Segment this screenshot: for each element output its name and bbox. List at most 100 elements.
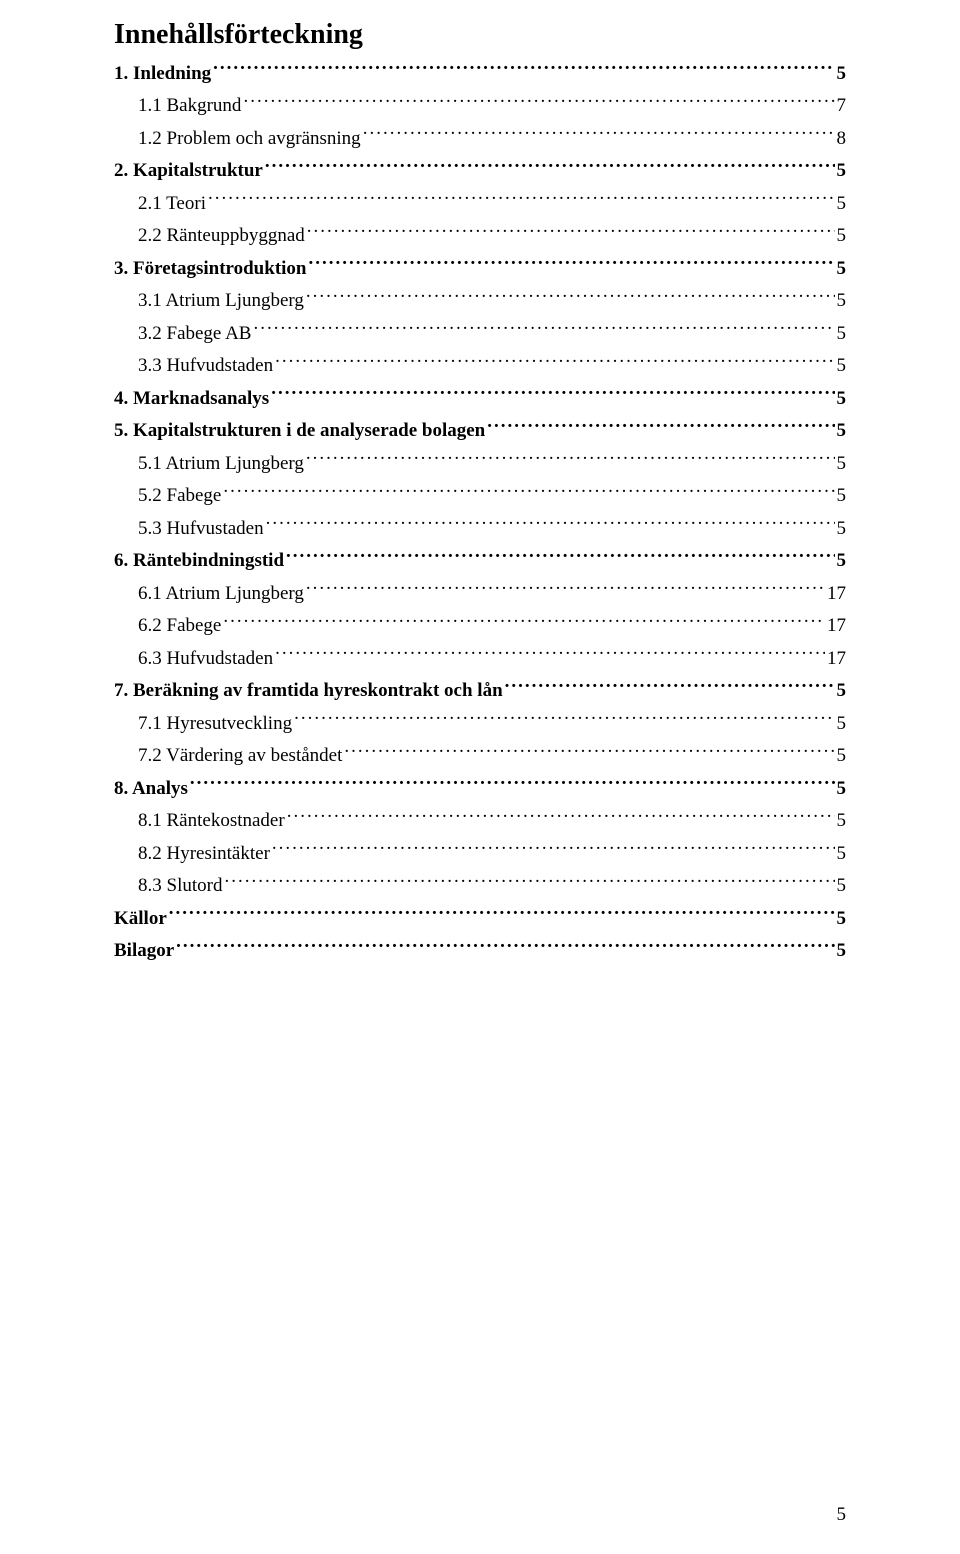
toc-entry-label: 3.2 Fabege AB [138,320,251,349]
toc-entry: 8.3 Slutord 5 [114,872,846,901]
toc-entry-page: 5 [837,255,847,284]
toc-entry: 3.3 Hufvudstaden 5 [114,352,846,381]
toc-entry: 6.1 Atrium Ljungberg 17 [114,580,846,609]
toc-leader-dots [309,255,835,274]
toc-entry-page: 5 [837,482,847,511]
toc-entry: 7. Beräkning av framtida hyreskontrakt o… [114,677,846,706]
toc-entry-page: 5 [837,905,847,934]
toc-entry-page: 5 [837,872,847,901]
toc-leader-dots [487,417,834,436]
toc-entry-label: 7. Beräkning av framtida hyreskontrakt o… [114,677,503,706]
toc-entry-label: 3.3 Hufvudstaden [138,352,273,381]
toc-entry-page: 5 [837,287,847,316]
toc-leader-dots [306,450,835,469]
toc-entry: 3. Företagsintroduktion 5 [114,255,846,284]
toc-entry: 6. Räntebindningstid 5 [114,547,846,576]
toc-entry-label: 1.1 Bakgrund [138,92,241,121]
toc-leader-dots [176,937,834,956]
toc-entry-label: 1. Inledning [114,60,211,89]
toc-leader-dots [306,580,825,599]
toc-entry-label: 6. Räntebindningstid [114,547,284,576]
toc-entry: 5.1 Atrium Ljungberg5 [114,450,846,479]
toc-leader-dots [275,352,834,371]
toc-entry: 2. Kapitalstruktur 5 [114,157,846,186]
toc-entry-label: 2.1 Teori [138,190,206,219]
toc-leader-dots [271,385,834,404]
toc-leader-dots [275,645,825,664]
toc-entry-label: 7.1 Hyresutveckling [138,710,292,739]
toc-entry-label: 7.2 Värdering av beståndet [138,742,342,771]
toc-entry-page: 5 [837,840,847,869]
toc-title: Innehållsförteckning [114,18,846,52]
toc-entry-page: 5 [837,352,847,381]
toc-entry: 3.2 Fabege AB 5 [114,320,846,349]
toc-entry: 6.2 Fabege17 [114,612,846,641]
toc-leader-dots [265,157,835,176]
toc-leader-dots [287,807,835,826]
toc-entry-label: 5.3 Hufvustaden [138,515,264,544]
toc-leader-dots [307,222,835,241]
toc-entry-page: 5 [837,677,847,706]
toc-entry-label: 3. Företagsintroduktion [114,255,307,284]
toc-entry-page: 5 [837,385,847,414]
toc-entry: 3.1 Atrium Ljungberg5 [114,287,846,316]
toc-leader-dots [223,612,825,631]
toc-entry-label: 6.2 Fabege [138,612,221,641]
toc-entry: 4. Marknadsanalys 5 [114,385,846,414]
toc-entry: 7.1 Hyresutveckling 5 [114,710,846,739]
toc-entry-page: 5 [837,547,847,576]
toc-entry: 1. Inledning 5 [114,60,846,89]
toc-leader-dots [243,92,834,111]
toc-leader-dots [224,872,834,891]
toc-entry-page: 5 [837,710,847,739]
toc-leader-dots [190,775,835,794]
toc-entry: 5. Kapitalstrukturen i de analyserade bo… [114,417,846,446]
toc-entry: Källor5 [114,905,846,934]
toc-entry-page: 8 [837,125,847,154]
toc-leader-dots [253,320,834,339]
page: Innehållsförteckning 1. Inledning 5 1.1 Ba… [0,0,960,1554]
toc-entry-page: 5 [837,742,847,771]
toc-entry-label: 2. Kapitalstruktur [114,157,263,186]
toc-entry-page: 5 [837,450,847,479]
toc-leader-dots [363,125,835,144]
toc-entry-page: 5 [837,775,847,804]
toc-entry: 7.2 Värdering av beståndet 5 [114,742,846,771]
toc-leader-dots [344,742,834,761]
toc-entry-label: 4. Marknadsanalys [114,385,269,414]
toc-entry: 8.2 Hyresintäkter 5 [114,840,846,869]
toc-entry-label: 6.3 Hufvudstaden [138,645,273,674]
toc-entry-label: 8. Analys [114,775,188,804]
toc-leader-dots [306,287,835,306]
toc-entry-page: 5 [837,60,847,89]
toc-leader-dots [169,905,835,924]
toc-entry-label: 8.1 Räntekostnader [138,807,285,836]
toc-entry: 2.1 Teori 5 [114,190,846,219]
toc-entry-page: 5 [837,417,847,446]
toc-leader-dots [213,60,834,79]
toc-entry-label: 2.2 Ränteuppbyggnad [138,222,305,251]
toc-entry: 1.1 Bakgrund 7 [114,92,846,121]
toc-entry: 5.2 Fabege5 [114,482,846,511]
toc-entry-page: 5 [837,515,847,544]
toc-leader-dots [223,482,834,501]
toc-entry: 6.3 Hufvudstaden 17 [114,645,846,674]
toc-entry-label: 6.1 Atrium Ljungberg [138,580,304,609]
toc-list: 1. Inledning51.1 Bakgrund71.2 Problem oc… [114,60,846,966]
toc-entry: 8.1 Räntekostnader5 [114,807,846,836]
toc-entry-page: 5 [837,937,847,966]
toc-entry-label: 8.2 Hyresintäkter [138,840,270,869]
toc-entry-label: 8.3 Slutord [138,872,222,901]
toc-entry-page: 7 [837,92,847,121]
toc-leader-dots [294,710,834,729]
toc-entry-label: Bilagor [114,937,174,966]
toc-entry-page: 5 [837,222,847,251]
toc-entry-page: 17 [827,645,846,674]
toc-leader-dots [286,547,834,566]
toc-entry-page: 5 [837,190,847,219]
toc-entry: Bilagor 5 [114,937,846,966]
toc-entry-page: 5 [837,157,847,186]
toc-leader-dots [266,515,835,534]
toc-entry-page: 17 [827,580,846,609]
toc-entry-page: 5 [837,320,847,349]
